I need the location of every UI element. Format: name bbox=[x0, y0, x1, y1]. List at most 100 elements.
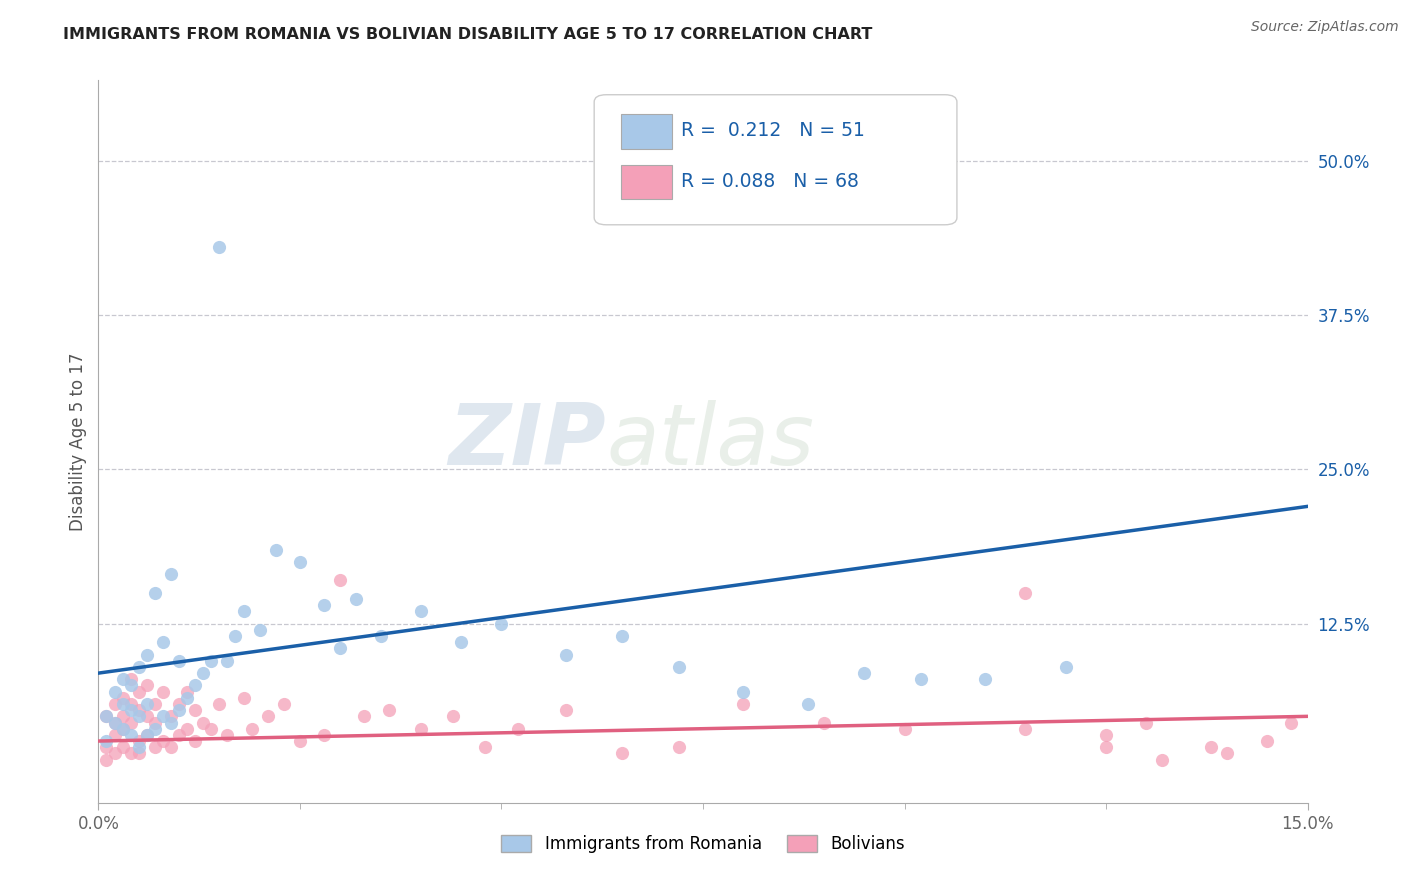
Point bbox=[232, 604, 254, 618]
Point bbox=[135, 648, 157, 662]
Point bbox=[167, 697, 190, 711]
Text: IMMIGRANTS FROM ROMANIA VS BOLIVIAN DISABILITY AGE 5 TO 17 CORRELATION CHART: IMMIGRANTS FROM ROMANIA VS BOLIVIAN DISA… bbox=[63, 27, 873, 42]
Point bbox=[193, 666, 215, 681]
Y-axis label: Disability Age 5 to 17: Disability Age 5 to 17 bbox=[69, 352, 87, 531]
Point bbox=[733, 697, 755, 711]
Point bbox=[128, 734, 150, 748]
Point bbox=[1199, 740, 1222, 755]
Point bbox=[176, 684, 198, 698]
FancyBboxPatch shape bbox=[595, 95, 957, 225]
Point bbox=[377, 703, 399, 717]
Point bbox=[120, 715, 142, 730]
Point bbox=[120, 678, 142, 692]
Point bbox=[103, 715, 125, 730]
Point bbox=[1135, 715, 1157, 730]
Point bbox=[200, 722, 222, 736]
Point bbox=[152, 684, 174, 698]
Point bbox=[103, 715, 125, 730]
Point bbox=[103, 697, 125, 711]
Point bbox=[160, 740, 183, 755]
FancyBboxPatch shape bbox=[621, 165, 672, 200]
Point bbox=[506, 722, 529, 736]
Point bbox=[249, 623, 271, 637]
Text: R = 0.088   N = 68: R = 0.088 N = 68 bbox=[682, 172, 859, 191]
Point bbox=[314, 728, 336, 742]
Point bbox=[1054, 660, 1077, 674]
Point bbox=[797, 697, 820, 711]
Point bbox=[111, 740, 134, 755]
Point bbox=[893, 722, 915, 736]
Point bbox=[200, 654, 222, 668]
Point bbox=[160, 567, 183, 582]
Point bbox=[329, 641, 352, 656]
Point bbox=[120, 703, 142, 717]
Point bbox=[96, 740, 118, 755]
Point bbox=[733, 684, 755, 698]
Point bbox=[135, 678, 157, 692]
Point bbox=[612, 629, 634, 643]
Point bbox=[128, 740, 150, 755]
Point bbox=[208, 697, 231, 711]
Point bbox=[135, 697, 157, 711]
Point bbox=[167, 728, 190, 742]
Point bbox=[120, 697, 142, 711]
Point bbox=[555, 703, 578, 717]
Point bbox=[288, 734, 311, 748]
Point bbox=[135, 709, 157, 723]
Point bbox=[167, 654, 190, 668]
Point bbox=[120, 747, 142, 761]
Point bbox=[120, 728, 142, 742]
Point bbox=[264, 542, 287, 557]
Point bbox=[353, 709, 375, 723]
Point bbox=[111, 709, 134, 723]
Point bbox=[184, 678, 207, 692]
Point bbox=[111, 722, 134, 736]
Point bbox=[612, 747, 634, 761]
Point bbox=[1095, 740, 1118, 755]
Point bbox=[474, 740, 496, 755]
Point bbox=[103, 747, 125, 761]
Text: atlas: atlas bbox=[606, 400, 814, 483]
Point bbox=[143, 697, 166, 711]
Point bbox=[555, 648, 578, 662]
Point bbox=[96, 734, 118, 748]
Point bbox=[128, 709, 150, 723]
Point bbox=[208, 240, 231, 254]
Point bbox=[135, 728, 157, 742]
Point bbox=[167, 703, 190, 717]
Point bbox=[1152, 753, 1174, 767]
Point bbox=[441, 709, 464, 723]
Point bbox=[256, 709, 278, 723]
Point bbox=[1014, 722, 1036, 736]
Point bbox=[224, 629, 246, 643]
Point bbox=[1014, 586, 1036, 600]
Point bbox=[143, 715, 166, 730]
Point bbox=[152, 709, 174, 723]
Point bbox=[668, 660, 690, 674]
Point bbox=[176, 690, 198, 705]
Point bbox=[288, 555, 311, 569]
Point bbox=[910, 673, 932, 687]
Point bbox=[329, 574, 352, 588]
Point bbox=[103, 728, 125, 742]
Point bbox=[273, 697, 295, 711]
Point bbox=[152, 635, 174, 649]
Point bbox=[1256, 734, 1278, 748]
Point bbox=[409, 604, 432, 618]
Point bbox=[96, 709, 118, 723]
FancyBboxPatch shape bbox=[621, 114, 672, 149]
Point bbox=[128, 703, 150, 717]
Point bbox=[1281, 715, 1303, 730]
Point bbox=[184, 734, 207, 748]
Point bbox=[668, 740, 690, 755]
Point bbox=[143, 740, 166, 755]
Point bbox=[111, 673, 134, 687]
Point bbox=[143, 722, 166, 736]
Text: ZIP: ZIP bbox=[449, 400, 606, 483]
Point bbox=[232, 690, 254, 705]
Point bbox=[176, 722, 198, 736]
Point bbox=[974, 673, 997, 687]
Point bbox=[1095, 728, 1118, 742]
Point bbox=[853, 666, 876, 681]
Point bbox=[160, 715, 183, 730]
